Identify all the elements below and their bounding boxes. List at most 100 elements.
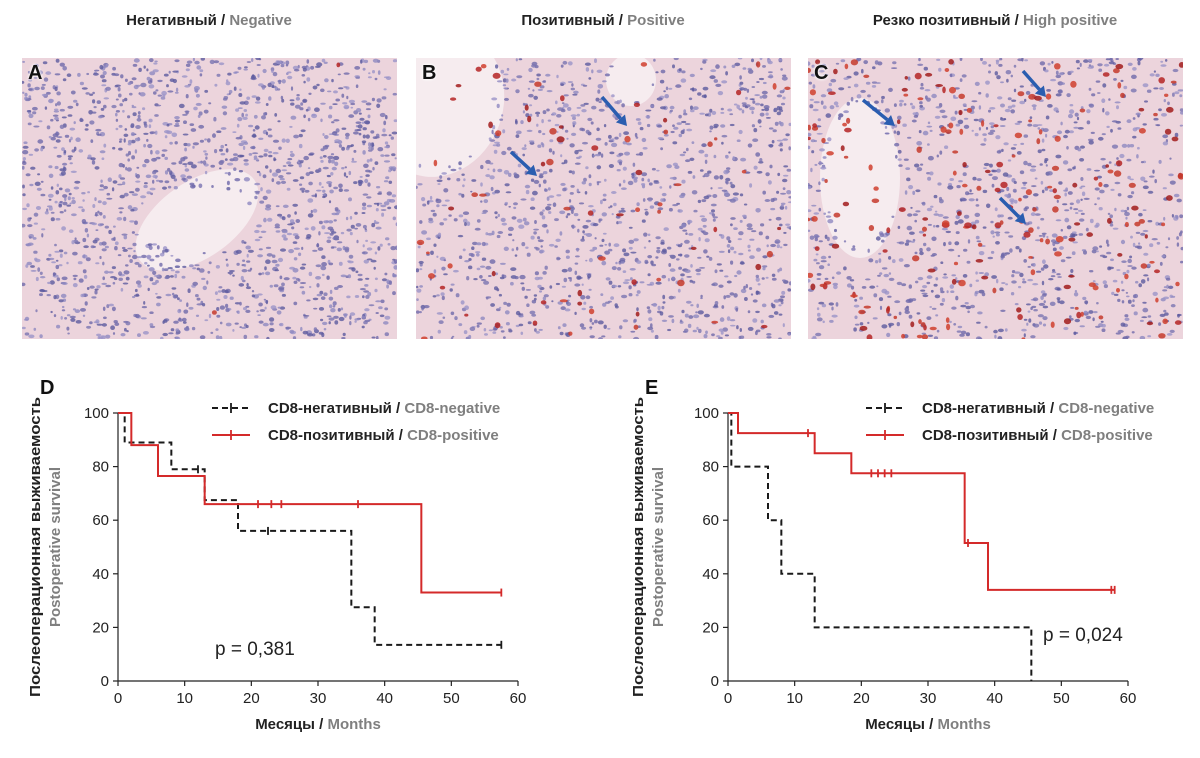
nucleus xyxy=(988,109,991,113)
nucleus xyxy=(680,130,685,135)
nucleus xyxy=(893,130,897,134)
nucleus xyxy=(72,283,78,288)
nucleus xyxy=(221,289,226,293)
nucleus xyxy=(466,221,471,226)
nucleus xyxy=(379,314,385,318)
nucleus xyxy=(881,267,888,270)
nucleus xyxy=(647,178,650,183)
nucleus xyxy=(846,101,850,106)
nucleus xyxy=(701,199,707,203)
nucleus xyxy=(368,72,371,75)
nucleus xyxy=(351,157,355,161)
nucleus xyxy=(258,320,264,324)
nucleus xyxy=(42,61,48,65)
nucleus xyxy=(389,199,396,203)
nucleus xyxy=(677,244,683,248)
nucleus xyxy=(843,266,847,271)
nucleus xyxy=(732,156,735,161)
nucleus xyxy=(582,141,588,145)
nucleus xyxy=(1098,68,1103,72)
nucleus xyxy=(692,280,696,284)
nucleus xyxy=(27,122,32,126)
nucleus xyxy=(585,295,591,300)
stained-cell xyxy=(808,124,811,131)
nucleus xyxy=(788,196,791,199)
nucleus xyxy=(61,276,68,281)
nucleus xyxy=(1031,104,1037,108)
nucleus xyxy=(830,78,837,83)
nucleus xyxy=(874,60,879,65)
nucleus xyxy=(758,77,765,81)
nucleus xyxy=(292,65,299,70)
histology-panel-b: B xyxy=(416,58,791,339)
nucleus xyxy=(877,61,883,66)
stained-cell xyxy=(657,202,663,207)
nucleus xyxy=(660,147,663,151)
nucleus xyxy=(997,214,1001,218)
nucleus xyxy=(510,281,514,286)
stained-cell xyxy=(587,210,594,216)
nucleus xyxy=(1120,209,1125,213)
nucleus xyxy=(171,287,177,290)
nucleus xyxy=(262,322,269,327)
nucleus xyxy=(1033,323,1040,328)
nucleus xyxy=(967,239,971,244)
nucleus xyxy=(463,178,466,182)
legend-entry: CD8-негативный / CD8-negative xyxy=(268,400,500,417)
nucleus xyxy=(464,222,467,227)
nucleus xyxy=(681,120,687,124)
nucleus xyxy=(338,316,345,322)
nucleus xyxy=(361,140,367,144)
nucleus xyxy=(603,324,607,329)
p-value-annotation: p = 0,381 xyxy=(215,639,295,660)
nucleus xyxy=(208,313,212,319)
nucleus xyxy=(55,58,60,63)
nucleus xyxy=(304,227,309,231)
nucleus xyxy=(987,256,994,260)
nucleus xyxy=(780,204,784,208)
nucleus xyxy=(144,123,148,128)
nucleus xyxy=(936,58,941,61)
nucleus xyxy=(559,210,566,215)
nucleus xyxy=(1144,100,1148,103)
nucleus xyxy=(349,315,352,320)
nucleus xyxy=(771,273,776,277)
legend-entry: CD8-негативный / CD8-negative xyxy=(922,400,1154,417)
legend-entry: CD8-позитивный / CD8-positive xyxy=(268,427,499,444)
nucleus xyxy=(278,146,282,150)
y-tick-label: 0 xyxy=(711,673,719,690)
stained-cell xyxy=(1175,281,1180,287)
nucleus xyxy=(1132,67,1137,71)
nucleus xyxy=(815,332,822,337)
stained-cell xyxy=(1054,63,1061,70)
nucleus xyxy=(771,140,775,144)
nucleus xyxy=(1131,266,1137,270)
nucleus xyxy=(1085,315,1092,320)
nucleus xyxy=(471,179,477,182)
nucleus xyxy=(538,183,541,188)
nucleus xyxy=(371,142,375,147)
nucleus xyxy=(1142,123,1147,126)
nucleus xyxy=(322,133,325,136)
nucleus xyxy=(600,153,604,158)
nucleus xyxy=(982,189,988,194)
nucleus xyxy=(326,275,330,280)
nucleus xyxy=(716,263,722,266)
nucleus xyxy=(1110,128,1113,133)
p-value-annotation: p = 0,024 xyxy=(1043,625,1123,646)
x-axis-label-en: Months xyxy=(327,716,380,733)
nucleus xyxy=(784,205,788,210)
nucleus xyxy=(151,282,157,286)
nucleus xyxy=(528,93,534,98)
nucleus xyxy=(149,311,154,314)
nucleus xyxy=(123,192,129,197)
stained-cell xyxy=(868,164,873,171)
nucleus xyxy=(711,213,716,217)
nucleus xyxy=(1115,58,1119,60)
nucleus xyxy=(322,193,326,196)
nucleus xyxy=(1047,62,1051,66)
nucleus xyxy=(61,116,67,119)
nucleus xyxy=(560,182,566,186)
nucleus xyxy=(359,117,365,121)
nucleus xyxy=(1127,144,1131,148)
